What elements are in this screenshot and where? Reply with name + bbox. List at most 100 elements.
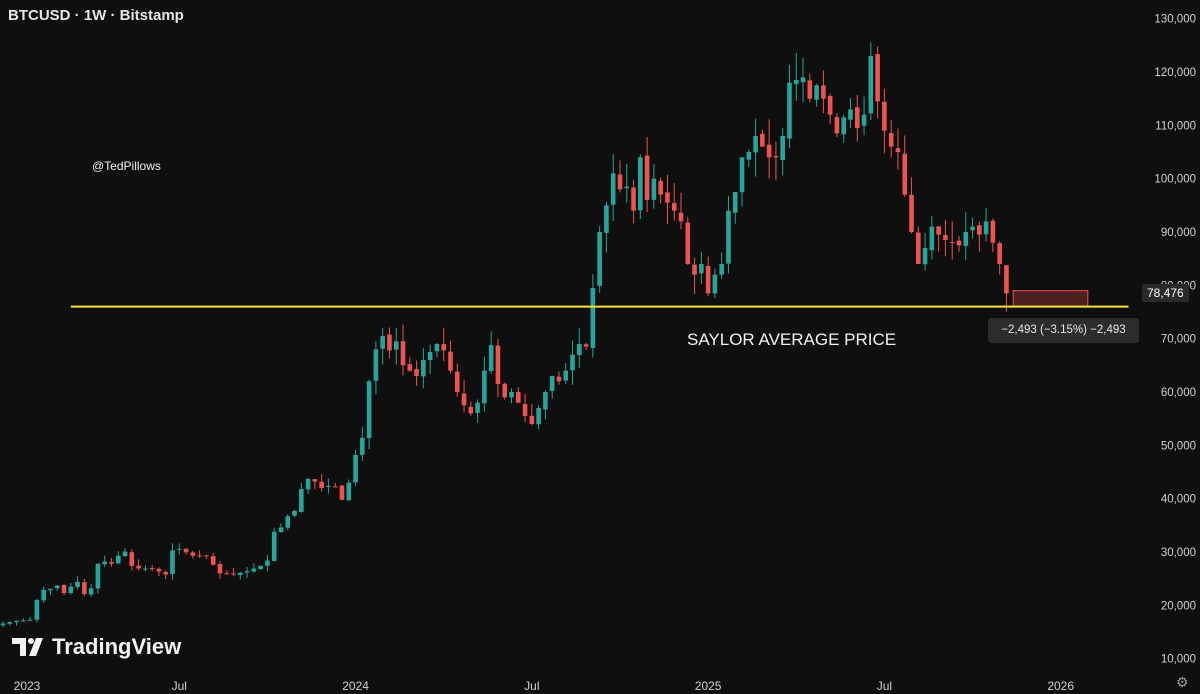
candle-body [95, 563, 101, 589]
candle-body [509, 392, 514, 398]
candle-body [583, 344, 589, 347]
settings-gear-icon[interactable]: ⚙ [1176, 674, 1189, 690]
candle-body [793, 80, 799, 84]
candle-body [800, 77, 806, 83]
candle-body [170, 550, 175, 574]
candle-body [712, 274, 718, 294]
candle-body [841, 117, 847, 135]
candle-body [563, 370, 569, 381]
symbol-header: BTCUSD · 1W · Bitstamp [8, 7, 184, 24]
candle-body [665, 192, 670, 203]
candle-body [536, 408, 541, 425]
candle-body [109, 561, 114, 564]
candle-body [292, 510, 297, 516]
candle-body [21, 620, 26, 622]
candle-body [814, 85, 819, 100]
candle-body [916, 232, 921, 264]
candle-body [699, 264, 704, 274]
candle-body [624, 186, 630, 189]
candle-body [651, 178, 657, 200]
candle-body [14, 620, 19, 623]
candle-body [285, 516, 291, 528]
candle-body [366, 381, 372, 439]
y-tick-label: 40,000 [1161, 494, 1196, 506]
candle-body [204, 555, 209, 557]
candle-body [766, 144, 772, 158]
candle-body [773, 155, 779, 158]
candle-body [129, 552, 135, 566]
tradingview-logo[interactable]: TradingView [12, 634, 181, 660]
measure-box [1012, 290, 1089, 308]
candle-body [305, 478, 311, 490]
candle-body [780, 136, 785, 160]
candle-body [373, 349, 379, 381]
candle-body [380, 336, 385, 349]
candle-body [238, 572, 243, 576]
candle-body [746, 152, 752, 160]
candle-body [590, 288, 596, 349]
candle-body [685, 222, 691, 264]
candle-body [75, 581, 80, 588]
candle-body [929, 226, 935, 251]
candle-body [861, 114, 867, 126]
candle-body [441, 344, 446, 351]
candle-body [990, 220, 996, 243]
candle-body [638, 157, 643, 211]
candle-body [163, 571, 169, 575]
candle-body [956, 240, 962, 246]
candle-body [529, 415, 535, 424]
y-tick-label: 60,000 [1161, 387, 1196, 399]
candle-body [719, 264, 724, 275]
candle-body [122, 551, 128, 557]
candle-body [183, 548, 189, 553]
candle-body [936, 226, 941, 235]
candle-body [671, 202, 677, 211]
candle-body [895, 148, 901, 152]
y-tick-label: 30,000 [1161, 547, 1196, 559]
candle-body [360, 437, 365, 455]
candle-body [488, 345, 494, 372]
candle-body [875, 54, 880, 102]
candle-body [997, 243, 1002, 264]
candle-body [434, 344, 440, 352]
candle-body [570, 354, 575, 371]
candle-body [482, 370, 487, 404]
candle-body [610, 173, 616, 205]
candle-body [102, 561, 107, 565]
y-tick-label: 20,000 [1161, 600, 1196, 612]
candle-body [82, 582, 87, 595]
candle-body [393, 341, 399, 350]
candle-body [41, 589, 46, 601]
candle-body [326, 485, 331, 488]
candle-body [149, 568, 155, 570]
candle-body [210, 556, 216, 565]
candle-body [407, 364, 413, 371]
candle-body [495, 345, 501, 384]
candle-body [299, 489, 304, 512]
candle-body [400, 341, 406, 366]
candle-body [597, 232, 602, 287]
candle-body [353, 454, 358, 483]
candle-body [888, 132, 894, 147]
y-tick-label: 70,000 [1161, 334, 1196, 346]
candle-body [868, 56, 874, 114]
candle-body [271, 531, 277, 562]
candle-body [705, 266, 711, 294]
candle-body [753, 136, 758, 153]
x-tick-label: 2024 [342, 679, 369, 693]
candle-body [739, 157, 745, 193]
candle-body [882, 101, 887, 131]
candle-body [143, 568, 148, 570]
candle-body [61, 585, 67, 594]
candle-body [258, 565, 263, 570]
x-tick-label: 2023 [14, 679, 41, 693]
x-tick-label: 2026 [1047, 679, 1074, 693]
candle-body [421, 360, 426, 377]
candle-body [943, 235, 948, 240]
candle-body [339, 485, 345, 500]
candle-body [224, 573, 230, 575]
candle-body [7, 622, 13, 624]
last-price-tag: 78,476 [1142, 284, 1189, 303]
measure-tooltip: −2,493 (−3.15%) −2,493 [988, 318, 1139, 343]
